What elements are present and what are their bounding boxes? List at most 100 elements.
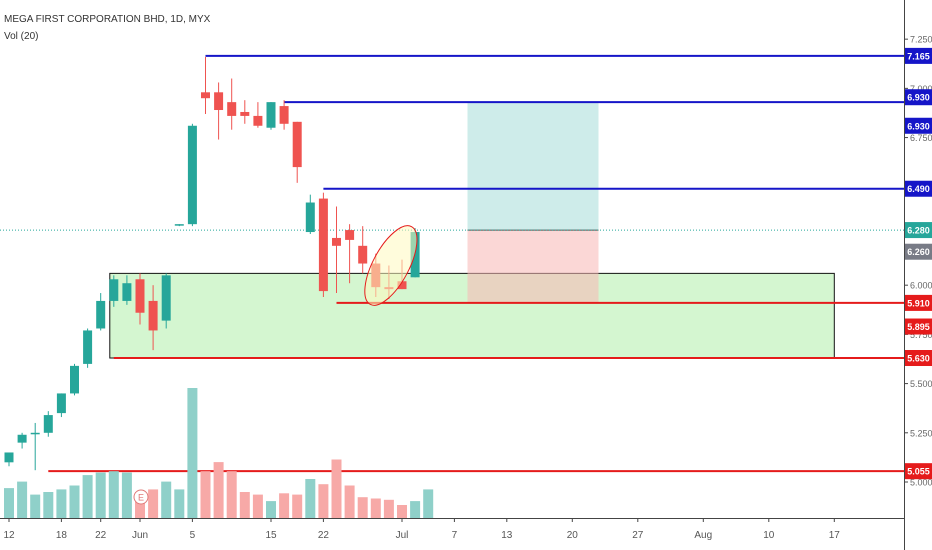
price-label: 6.930 [905, 89, 932, 106]
volume-bar [4, 488, 14, 518]
volume-bar [121, 472, 132, 518]
time-tick-label: 22 [318, 530, 330, 541]
time-tick-label: 18 [56, 530, 68, 541]
price-tick-label: 5.250 [910, 428, 932, 438]
candle-body [4, 452, 14, 463]
candle-body [96, 300, 106, 329]
candle-body [174, 224, 184, 226]
price-tick-label: 5.000 [910, 478, 932, 488]
candle [135, 273, 145, 325]
price-label: 6.490 [905, 180, 932, 197]
time-tick-label: 20 [567, 530, 579, 541]
price-label-box [905, 294, 932, 311]
position-stop-area[interactable] [467, 230, 599, 303]
price-label-text: 6.930 [907, 93, 930, 103]
price-label-text: 6.490 [907, 184, 930, 194]
candle [148, 285, 158, 351]
earnings-marker-label: E [138, 493, 144, 503]
price-label: 5.910 [905, 294, 932, 311]
volume-bar [370, 498, 381, 518]
candle [43, 411, 53, 437]
position-target-area[interactable] [467, 102, 599, 231]
price-label: 6.930 [905, 117, 932, 134]
time-tick-label: 22 [95, 530, 107, 541]
price-label-text: 6.280 [907, 226, 930, 236]
candle [56, 393, 66, 418]
time-tick-label: Jul [396, 530, 409, 541]
volume-bar [397, 505, 407, 518]
candle-body [109, 279, 119, 301]
candle-body [201, 92, 210, 99]
volume-bar [331, 459, 342, 518]
time-tick-label: 17 [829, 530, 841, 541]
candle [332, 206, 341, 294]
candle [30, 422, 40, 471]
candle [96, 293, 106, 331]
price-label-box [905, 222, 932, 239]
candle [201, 56, 210, 114]
candle [279, 100, 289, 130]
price-label-box [905, 180, 932, 197]
candle [4, 452, 14, 467]
price-label: 5.630 [905, 350, 932, 367]
candle [109, 275, 119, 307]
candle [214, 82, 224, 140]
time-tick-label: Jun [132, 530, 148, 541]
price-label-box [905, 318, 932, 335]
time-tick-label: 5 [190, 530, 196, 541]
price-label: 6.260 [905, 243, 932, 260]
candle-body [397, 281, 407, 290]
price-label-box [905, 243, 932, 260]
volume-bar [43, 492, 54, 518]
candle-body [240, 111, 250, 116]
candle-body [345, 230, 355, 240]
candle [17, 432, 27, 449]
time-tick-label: 27 [632, 530, 644, 541]
candle [266, 102, 276, 130]
candle [240, 100, 250, 124]
volume-bar [69, 485, 80, 518]
earnings-icon[interactable] [133, 489, 149, 505]
volume-bar [318, 484, 329, 518]
volume-bar [357, 497, 368, 518]
candle [227, 78, 237, 130]
volume-bar [266, 501, 276, 518]
price-label: 5.055 [905, 463, 932, 480]
chart-title: MEGA FIRST CORPORATION BHD, 1D, MYX [4, 14, 211, 25]
volume-bar [252, 494, 263, 518]
price-label: 7.165 [905, 47, 932, 64]
candle [305, 194, 315, 235]
candle-body [161, 275, 171, 321]
candle-body [70, 365, 79, 394]
candle [318, 192, 328, 297]
price-tick-label: 6.750 [910, 133, 932, 143]
price-tick-label: 7.000 [910, 84, 932, 94]
candle [83, 328, 93, 368]
volume-bar [305, 479, 316, 518]
time-tick-label: Aug [694, 530, 712, 541]
volume-bar [108, 471, 119, 518]
volume-bar [148, 489, 159, 518]
candle [161, 273, 171, 329]
price-tick-label: 6.000 [910, 281, 932, 291]
candle-body [83, 330, 93, 364]
time-tick-label: 10 [763, 530, 775, 541]
volume-indicator-label: Vol (20) [4, 31, 39, 42]
time-tick-label: 7 [452, 530, 458, 541]
volume-bar [135, 492, 145, 518]
volume-bar [213, 462, 224, 518]
candle [253, 102, 263, 128]
candle-body [122, 283, 132, 301]
candle-body [30, 432, 40, 435]
candle-body [148, 300, 158, 331]
candle-body [17, 434, 27, 443]
price-label-text: 5.910 [907, 298, 930, 308]
price-tick-label: 5.750 [910, 330, 932, 340]
volume-bar [95, 472, 106, 518]
price-tick-label: 5.500 [910, 379, 932, 389]
volume-bar [226, 471, 237, 518]
annotation-ellipse[interactable] [354, 218, 427, 313]
candle-body [318, 198, 328, 292]
time-tick-label: 13 [501, 530, 513, 541]
